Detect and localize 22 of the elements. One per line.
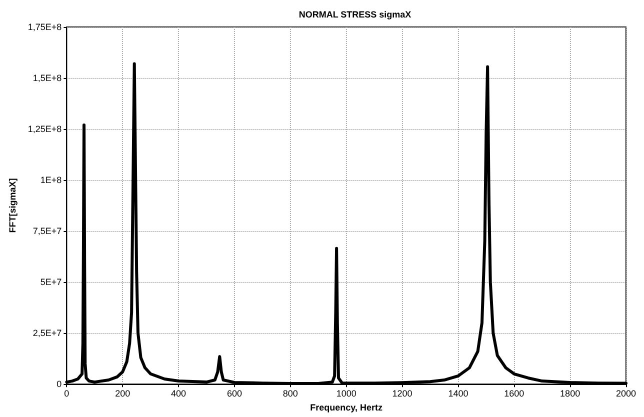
x-tick-label: 600 <box>226 388 242 399</box>
x-tick-label: 400 <box>171 388 186 399</box>
x-tick-label: 1000 <box>336 388 356 399</box>
x-tick-label: 1600 <box>504 388 524 399</box>
y-tick-label: 1E+8 <box>40 175 62 186</box>
x-tick-label: 0 <box>64 388 70 399</box>
y-tick-label: 5E+7 <box>40 277 62 288</box>
y-tick-label: 1,5E+8 <box>32 73 62 84</box>
x-tick-label: 1800 <box>560 388 580 399</box>
y-tick-label: 7,5E+7 <box>32 226 62 236</box>
y-axis-title: FFT[sigmaX] <box>8 178 18 233</box>
y-tick-label: 1,75E+8 <box>28 22 62 32</box>
x-axis-title: Frequency, Hertz <box>310 402 384 412</box>
x-tick-label: 1400 <box>448 388 468 399</box>
y-tick-label: 1,25E+8 <box>28 124 62 134</box>
y-tick-label: 2,5E+7 <box>32 328 62 338</box>
x-tick-label: 2000 <box>616 388 636 399</box>
x-tick-label: 1200 <box>392 388 412 399</box>
x-tick-label: 800 <box>282 388 298 399</box>
chart-title: NORMAL STRESS sigmaX <box>298 10 412 20</box>
x-tick-label: 200 <box>115 388 130 399</box>
y-tick-label: 0 <box>56 379 62 390</box>
